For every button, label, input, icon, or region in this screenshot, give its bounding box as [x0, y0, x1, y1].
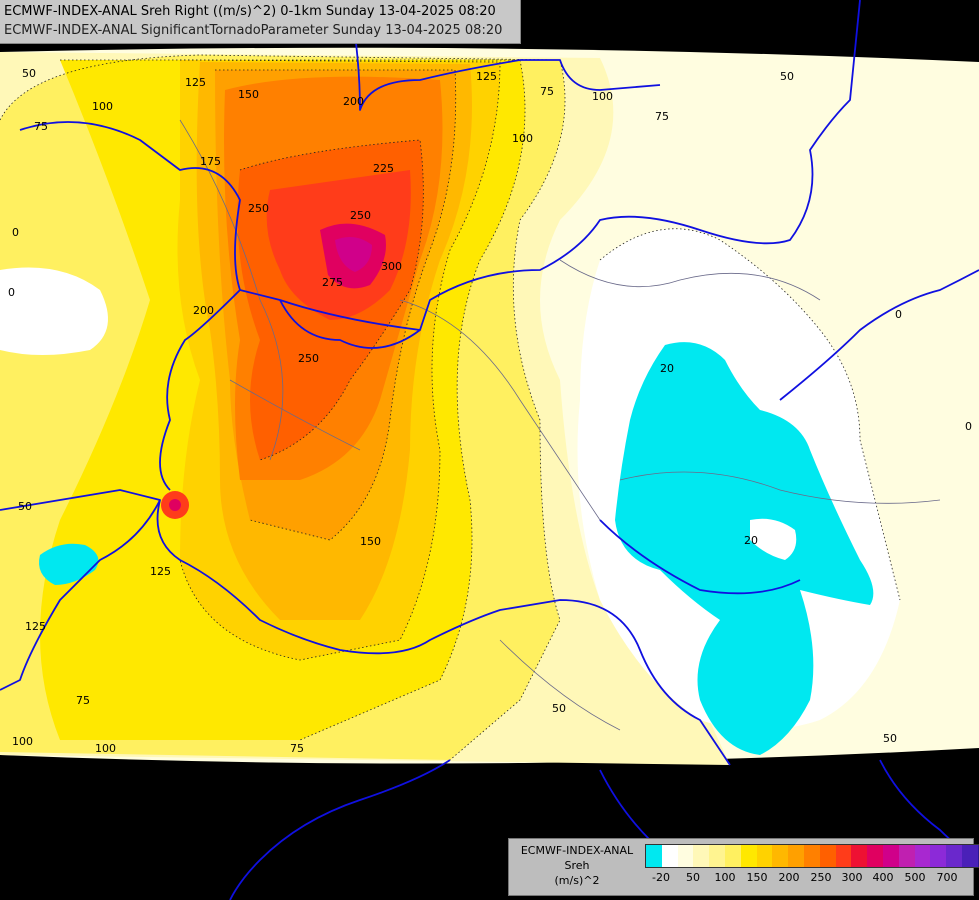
- legend-swatch: [709, 845, 725, 867]
- sreh-hotspot-core: [169, 499, 181, 511]
- legend-swatch: [977, 845, 979, 867]
- legend-swatch: [677, 845, 694, 867]
- legend-swatch: [835, 845, 852, 867]
- contour-label: 175: [200, 155, 221, 168]
- contour-label: 50: [18, 500, 32, 513]
- contour-label: 50: [780, 70, 794, 83]
- contour-label: 275: [322, 276, 343, 289]
- legend-unit: (m/s)^2: [554, 874, 600, 887]
- contour-label: 200: [193, 304, 214, 317]
- legend-tick-label: 100: [714, 871, 736, 884]
- contour-label: 75: [290, 742, 304, 755]
- sreh-0-west: [0, 267, 108, 355]
- legend-tick-label: 200: [778, 871, 800, 884]
- contour-label: 225: [373, 162, 394, 175]
- contour-label: 100: [592, 90, 613, 103]
- legend-swatch: [961, 845, 978, 867]
- contour-label: 125: [476, 70, 497, 83]
- sreh-fill-layers: [0, 47, 979, 765]
- contour-label: 125: [185, 76, 206, 89]
- contour-label: 75: [76, 694, 90, 707]
- contour-lines: [0, 54, 901, 761]
- contour-label: 75: [540, 85, 554, 98]
- legend-swatch: [788, 845, 804, 867]
- legend-swatch: [851, 845, 868, 867]
- contour-label: 125: [25, 620, 46, 633]
- legend-swatch: [819, 845, 836, 867]
- contour-label: 250: [298, 352, 319, 365]
- sreh-neg20-east: [615, 342, 874, 755]
- map-title-sreh: ECMWF-INDEX-ANAL Sreh Right ((m/s)^2) 0-…: [4, 4, 496, 19]
- legend-swatch: [914, 845, 931, 867]
- legend-swatch: [946, 845, 962, 867]
- sreh-0-hole: [750, 518, 797, 560]
- legend-swatch: [693, 845, 710, 867]
- sreh-neg20-west: [39, 543, 99, 585]
- legend-swatch: [661, 845, 678, 867]
- contour-label: 20: [660, 362, 674, 375]
- contour-label: 150: [360, 535, 381, 548]
- contour-label: 100: [95, 742, 116, 755]
- contour-label: 250: [350, 209, 371, 222]
- contour-label: 0: [895, 308, 902, 321]
- legend-tick-label: 300: [841, 871, 863, 884]
- contour-label: 100: [92, 100, 113, 113]
- legend-label: ECMWF-INDEX-ANAL Sreh (m/s)^2: [513, 843, 641, 888]
- legend-tick-label: 700: [936, 871, 958, 884]
- legend-tick-label: 150: [746, 871, 768, 884]
- map-title-box: ECMWF-INDEX-ANAL Sreh Right ((m/s)^2) 0-…: [0, 0, 521, 44]
- legend-parameter: Sreh: [564, 859, 590, 872]
- legend-model: ECMWF-INDEX-ANAL: [520, 844, 634, 857]
- legend-tick-label: 400: [872, 871, 894, 884]
- legend-swatch: [724, 845, 741, 867]
- legend-ticks: -20 50 100 150 200 250 300 400 500 700: [645, 871, 970, 887]
- legend-swatch: [930, 845, 947, 867]
- legend-swatch: [772, 845, 789, 867]
- legend-tick-label: 50: [686, 871, 700, 884]
- legend-tick-label: -20: [652, 871, 670, 884]
- legend-swatch: [740, 845, 757, 867]
- legend-swatch: [867, 845, 883, 867]
- contour-label: 100: [512, 132, 533, 145]
- legend-swatch: [898, 845, 915, 867]
- legend-swatch: [756, 845, 773, 867]
- contour-label: 200: [343, 95, 364, 108]
- sreh-300-core: [335, 236, 372, 272]
- legend-swatch: [882, 845, 899, 867]
- map-title-stp: ECMWF-INDEX-ANAL SignificantTornadoParam…: [4, 23, 503, 38]
- legend-tick-label: 250: [810, 871, 832, 884]
- contour-label: 125: [150, 565, 171, 578]
- contour-label: 100: [12, 735, 33, 748]
- contour-label: 250: [248, 202, 269, 215]
- contour-label: 50: [883, 732, 897, 745]
- contour-label: 20: [744, 534, 758, 547]
- contour-label: 50: [552, 702, 566, 715]
- contour-label: 300: [381, 260, 402, 273]
- contour-label: 0: [965, 420, 972, 433]
- contour-label-layer: 50 75 100 125 150 175 200 125 75 100 100…: [8, 67, 972, 755]
- contour-label: 75: [655, 110, 669, 123]
- legend-swatch: [803, 845, 820, 867]
- contour-label: 150: [238, 88, 259, 101]
- contour-label: 0: [12, 226, 19, 239]
- legend-tick-label: 500: [904, 871, 926, 884]
- legend-swatch: [646, 845, 662, 867]
- contour-label: 75: [34, 120, 48, 133]
- color-legend: ECMWF-INDEX-ANAL Sreh (m/s)^2 -20 50 100 15…: [508, 838, 979, 896]
- contour-label: 0: [8, 286, 15, 299]
- legend-swatches: [645, 844, 979, 868]
- contour-label: 50: [22, 67, 36, 80]
